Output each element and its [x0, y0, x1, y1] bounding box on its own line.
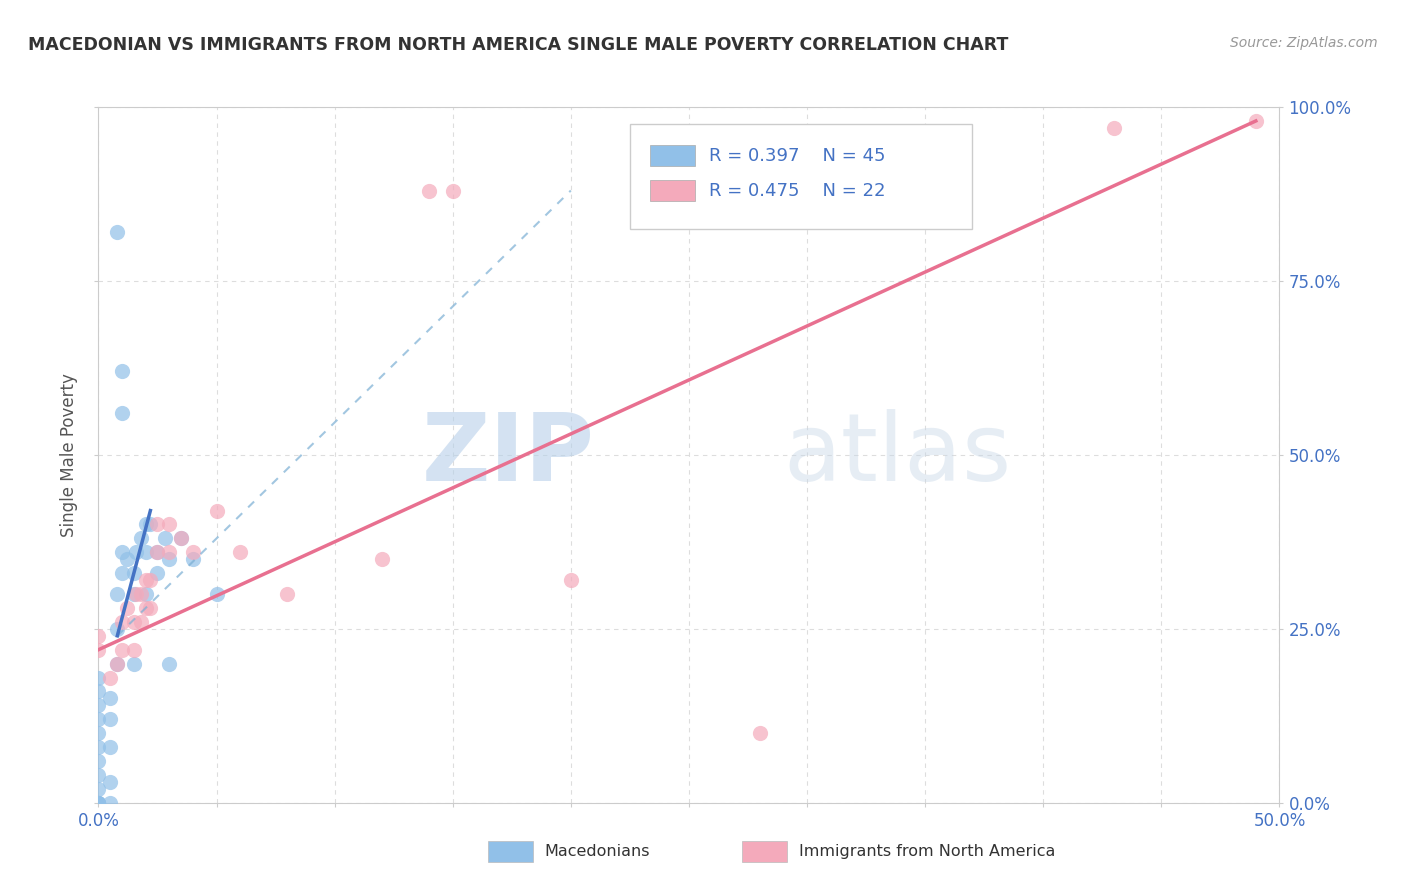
- Point: [135, 601, 157, 615]
- FancyBboxPatch shape: [630, 124, 973, 229]
- Point: [115, 552, 138, 566]
- Point: [87, 796, 110, 810]
- Text: MACEDONIAN VS IMMIGRANTS FROM NORTH AMERICA SINGLE MALE POVERTY CORRELATION CHAR: MACEDONIAN VS IMMIGRANTS FROM NORTH AMER…: [28, 36, 1008, 54]
- Point: [157, 552, 180, 566]
- Point: [122, 642, 145, 657]
- Point: [205, 587, 228, 601]
- Bar: [488, 841, 533, 862]
- Point: [146, 566, 169, 581]
- Point: [125, 545, 148, 559]
- Point: [115, 601, 138, 615]
- Point: [87, 796, 110, 810]
- Point: [139, 573, 162, 587]
- Point: [229, 545, 252, 559]
- Point: [157, 545, 180, 559]
- Point: [87, 796, 110, 810]
- Point: [98, 740, 121, 755]
- Bar: [650, 180, 695, 201]
- Point: [139, 517, 162, 532]
- Point: [205, 503, 228, 517]
- Text: R = 0.475    N = 22: R = 0.475 N = 22: [709, 182, 886, 200]
- Point: [87, 740, 110, 755]
- Point: [748, 726, 770, 740]
- Text: R = 0.397    N = 45: R = 0.397 N = 45: [709, 147, 886, 165]
- Point: [441, 184, 464, 198]
- Point: [87, 726, 110, 740]
- Point: [170, 532, 193, 546]
- Point: [87, 796, 110, 810]
- Point: [1102, 120, 1125, 135]
- Text: Immigrants from North America: Immigrants from North America: [799, 844, 1054, 859]
- Point: [146, 517, 169, 532]
- Point: [157, 657, 180, 671]
- Point: [87, 671, 110, 685]
- Point: [111, 406, 134, 420]
- Text: Macedonians: Macedonians: [546, 844, 651, 859]
- Point: [418, 184, 440, 198]
- Point: [111, 566, 134, 581]
- Point: [122, 657, 145, 671]
- Point: [146, 545, 169, 559]
- Point: [276, 587, 298, 601]
- Point: [98, 671, 121, 685]
- Point: [135, 545, 157, 559]
- Point: [371, 552, 394, 566]
- Point: [87, 796, 110, 810]
- Point: [105, 622, 128, 636]
- Point: [111, 545, 134, 559]
- Point: [135, 573, 157, 587]
- Text: ZIP: ZIP: [422, 409, 595, 501]
- Point: [139, 601, 162, 615]
- Point: [1244, 114, 1267, 128]
- Point: [181, 552, 204, 566]
- Point: [181, 545, 204, 559]
- Point: [105, 657, 128, 671]
- Point: [111, 642, 134, 657]
- Point: [98, 691, 121, 706]
- Point: [87, 684, 110, 698]
- Point: [87, 629, 110, 643]
- Point: [105, 225, 128, 239]
- Point: [87, 768, 110, 782]
- Point: [146, 545, 169, 559]
- Point: [560, 573, 582, 587]
- Bar: [742, 841, 787, 862]
- Point: [129, 587, 152, 601]
- Point: [98, 796, 121, 810]
- Point: [105, 587, 128, 601]
- Point: [111, 615, 134, 629]
- Point: [122, 566, 145, 581]
- Point: [129, 615, 152, 629]
- Point: [105, 657, 128, 671]
- Point: [129, 532, 152, 546]
- Point: [87, 781, 110, 796]
- Text: atlas: atlas: [783, 409, 1012, 501]
- Point: [111, 364, 134, 378]
- Y-axis label: Single Male Poverty: Single Male Poverty: [60, 373, 79, 537]
- Point: [122, 615, 145, 629]
- Bar: [650, 145, 695, 166]
- Point: [125, 587, 148, 601]
- Point: [87, 754, 110, 768]
- Point: [87, 712, 110, 726]
- Point: [135, 587, 157, 601]
- Point: [153, 532, 176, 546]
- Point: [87, 642, 110, 657]
- Point: [170, 532, 193, 546]
- Point: [135, 517, 157, 532]
- Text: Source: ZipAtlas.com: Source: ZipAtlas.com: [1230, 36, 1378, 50]
- Point: [87, 698, 110, 713]
- Point: [157, 517, 180, 532]
- Point: [98, 775, 121, 789]
- Point: [98, 712, 121, 726]
- Point: [122, 587, 145, 601]
